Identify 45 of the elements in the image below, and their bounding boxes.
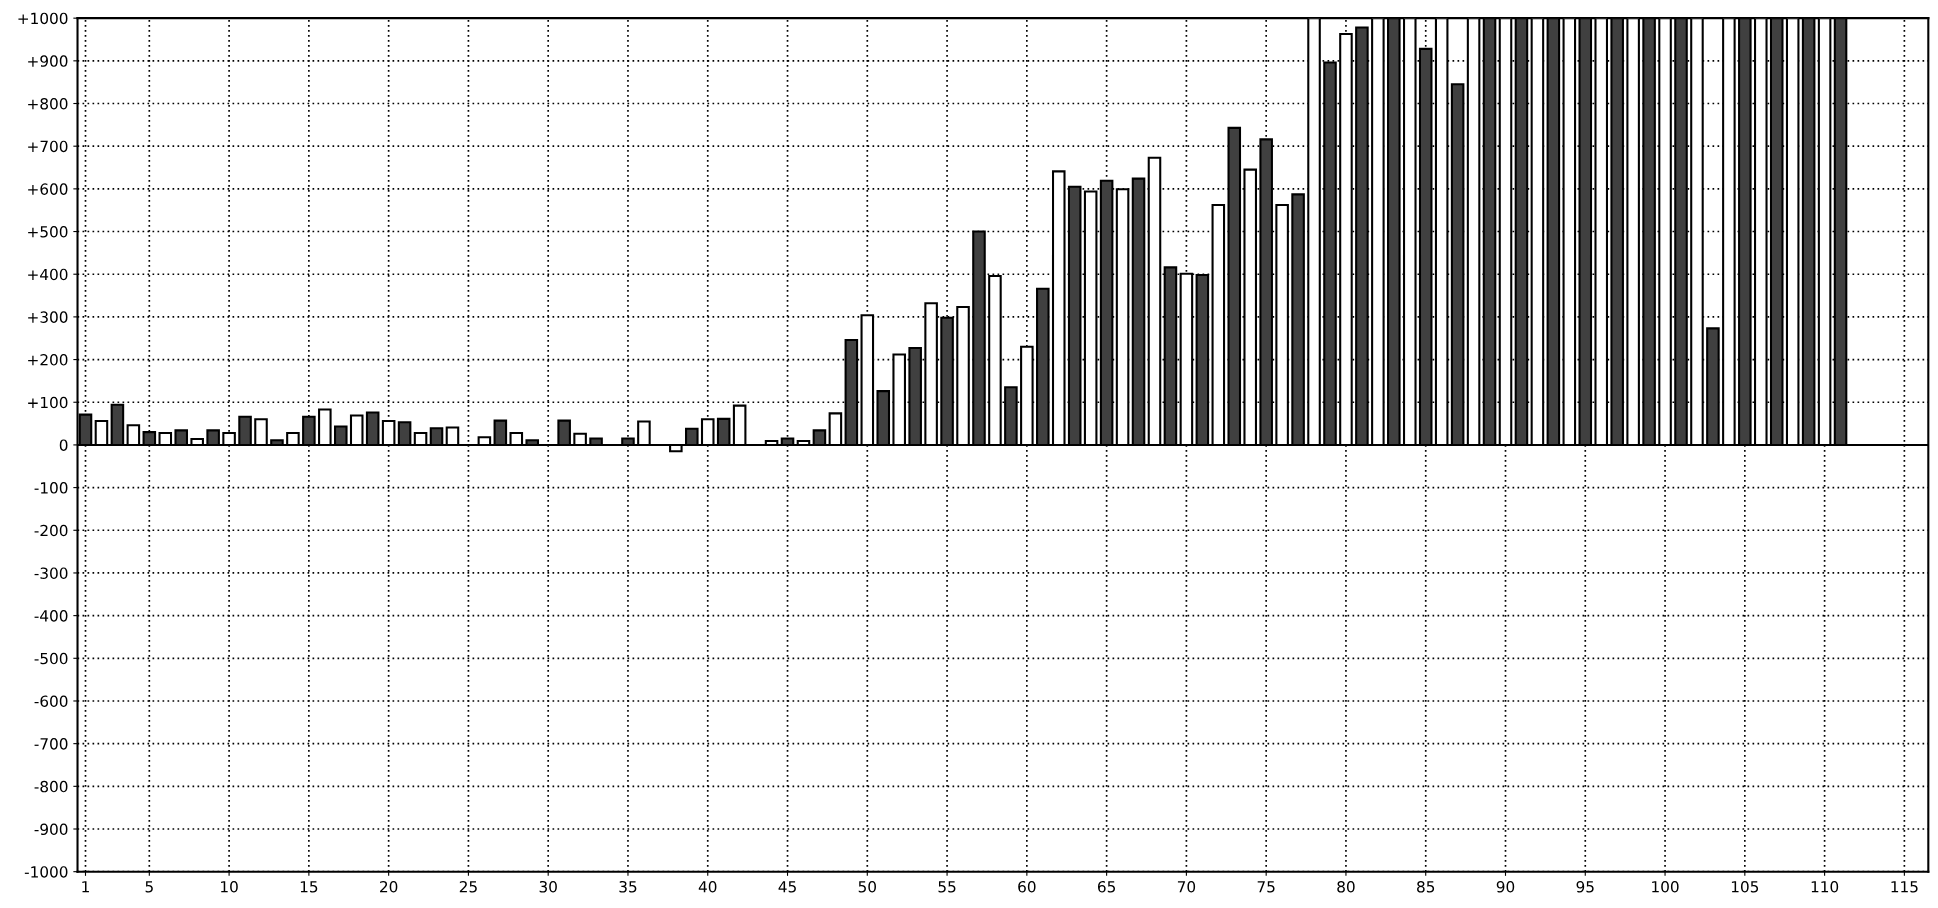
x-tick-label: 45 [778,881,796,893]
x-tick-label: 25 [459,880,477,893]
y-tick-label: -300 [34,567,68,579]
x-tick-label: 115 [1891,881,1918,893]
y-tick-label: -600 [34,695,68,707]
x-tick-label: 50 [858,880,876,893]
y-tick-label: 0 [59,439,68,451]
x-tick-label: 40 [698,880,717,893]
x-tick-label: 80 [1337,880,1355,893]
y-tick-label: +800 [28,97,68,110]
x-tick-label: 105 [1731,880,1759,893]
x-tick-label: 65 [1097,880,1116,893]
y-tick-label: -500 [34,652,68,665]
y-tick-label: -1000 [24,866,68,878]
x-tick-label: 75 [1257,881,1275,893]
y-tick-label: -100 [34,482,68,494]
x-tick-label: 90 [1496,880,1515,893]
x-tick-label: 35 [619,880,637,893]
x-tick-label: 30 [539,880,557,893]
y-tick-label: +400 [28,268,68,281]
x-tick-label: 20 [380,880,398,893]
x-tick-label: 100 [1652,880,1679,893]
y-tick-label: -800 [34,780,68,793]
y-tick-label: -700 [34,738,68,750]
y-tick-label: +200 [28,354,68,366]
y-tick-label: +1000 [18,12,68,25]
y-tick-label: +900 [28,55,68,67]
y-tick-label: -900 [34,823,68,836]
x-tick-label: 70 [1177,880,1196,893]
y-tick-label: +100 [28,396,68,409]
y-tick-label: +700 [28,140,68,153]
y-tick-label: +500 [28,226,68,238]
x-tick-label: 10 [221,880,238,893]
y-tick-label: +300 [28,311,68,323]
x-tick-label: 5 [145,881,153,893]
x-tick-label: 85 [1417,880,1435,893]
y-tick-label: -400 [34,610,68,622]
x-tick-label: 1 [82,881,89,893]
x-tick-label: 60 [1018,880,1036,893]
y-tick-label: +600 [28,183,68,195]
x-tick-label: 95 [1576,880,1594,893]
x-tick-label: 110 [1811,880,1839,893]
x-tick-label: 55 [938,881,956,893]
y-tick-label: -200 [34,524,68,537]
x-tick-label: 15 [300,881,318,893]
